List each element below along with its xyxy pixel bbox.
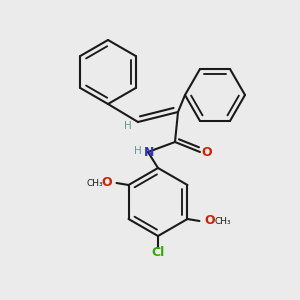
Text: CH₃: CH₃ bbox=[214, 218, 231, 226]
Text: N: N bbox=[144, 146, 154, 158]
Text: H: H bbox=[134, 146, 142, 156]
Text: H: H bbox=[124, 121, 132, 131]
Text: CH₃: CH₃ bbox=[86, 179, 103, 188]
Text: O: O bbox=[202, 146, 212, 158]
Text: O: O bbox=[204, 214, 215, 227]
Text: O: O bbox=[101, 176, 112, 190]
Text: Cl: Cl bbox=[152, 245, 165, 259]
